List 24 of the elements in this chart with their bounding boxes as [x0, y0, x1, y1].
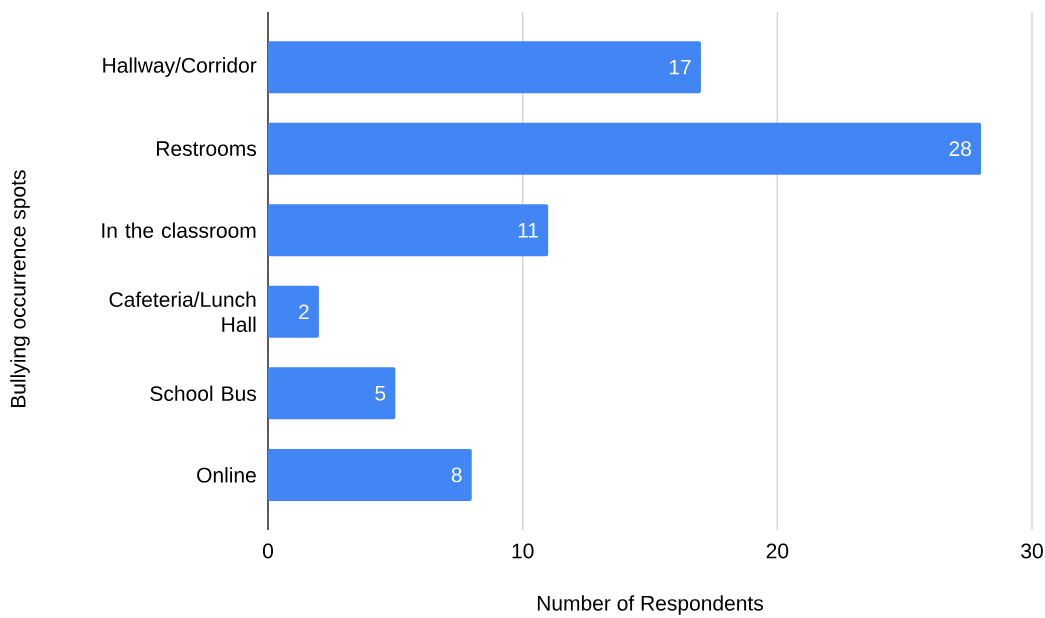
- x-tick-label: 20: [766, 543, 789, 559]
- x-tick-label: 30: [1021, 543, 1043, 559]
- data-label: 28: [949, 141, 971, 157]
- data-label: 11: [518, 223, 538, 238]
- data-label: 5: [375, 386, 386, 401]
- y-tick-label: In the classroom: [102, 222, 256, 238]
- x-tick-label: 0: [262, 543, 274, 559]
- y-tick-label: Hallway/Corridor: [103, 57, 257, 77]
- bar: [268, 122, 982, 175]
- x-tick-label: 10: [512, 543, 534, 559]
- y-tick-label: School Bus: [150, 385, 257, 402]
- bar: [268, 204, 549, 257]
- y-axis-title: Bullying occurrence spots: [10, 170, 30, 408]
- x-axis-title: Number of Respondents: [537, 595, 763, 615]
- data-label: 17: [669, 59, 691, 75]
- y-tick-label: Online: [197, 467, 256, 483]
- data-label: 2: [299, 304, 309, 320]
- bar: [268, 448, 472, 501]
- y-tick-label: Cafeteria/Lunch Hall: [109, 291, 256, 332]
- bar: [268, 41, 701, 94]
- data-label: 8: [451, 467, 462, 483]
- bar: [268, 367, 396, 420]
- y-tick-label: Restrooms: [156, 141, 257, 157]
- bar: [268, 285, 319, 338]
